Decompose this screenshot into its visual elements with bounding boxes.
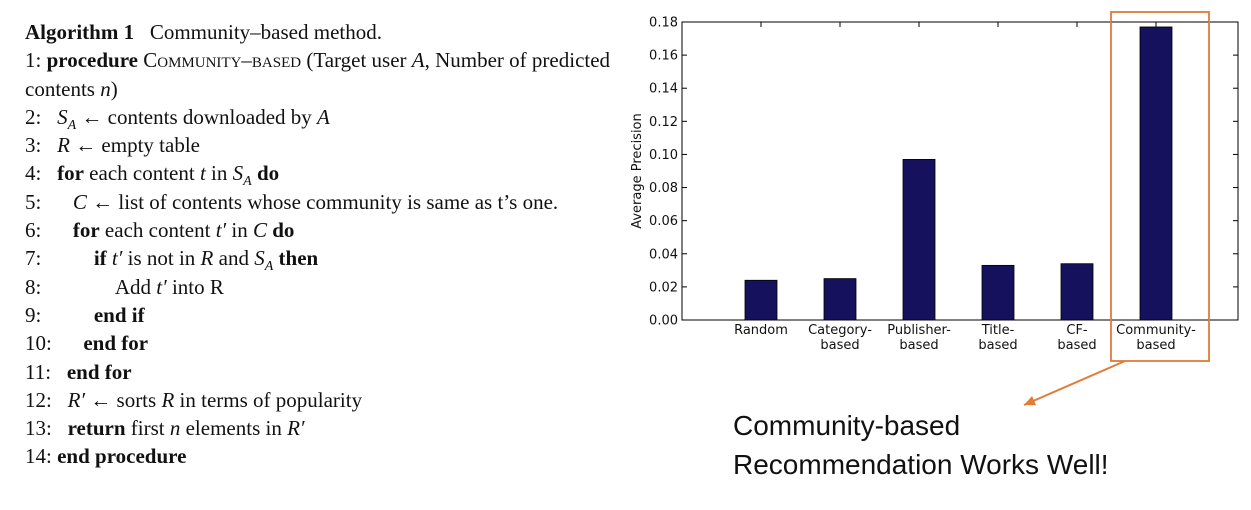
algo-line-7: 7: if t′ is not in R and SA then <box>25 246 319 275</box>
callout-arrow-head <box>1024 396 1037 406</box>
y-tick-label: 0.08 <box>649 181 678 196</box>
y-tick-label: 0.04 <box>649 247 678 262</box>
algo-line-8: 8: Add t′ into R <box>25 273 625 301</box>
y-tick-label: 0.06 <box>649 214 678 229</box>
chart-bars <box>744 26 1173 321</box>
y-tick-label: 0.18 <box>649 16 678 31</box>
y-tick-label: 0.14 <box>649 82 678 97</box>
bar <box>1139 26 1173 321</box>
line-number: 1: <box>25 48 42 73</box>
highlight-box <box>1110 11 1210 362</box>
y-tick-label: 0.16 <box>649 49 678 64</box>
y-tick-label: 0.00 <box>649 314 678 329</box>
bar <box>981 264 1015 321</box>
chart-axes <box>681 21 1239 321</box>
x-tick-label: Community-based <box>1116 323 1196 353</box>
algo-line-5: 5: C ← list of contents whose community … <box>25 188 625 216</box>
algo-line-11: 11: end for <box>25 358 625 386</box>
algorithm-label: Algorithm 1 <box>25 20 135 44</box>
callout-line-1: Community-based <box>733 410 961 441</box>
algo-line-6: 6: for each content t′ in C do <box>25 216 625 244</box>
line-number: 2: <box>25 104 42 129</box>
callout-line-2: Recommendation Works Well! <box>733 449 1109 480</box>
line-number: 11: <box>25 359 52 384</box>
algo-line-14: 14: end procedure <box>25 442 625 470</box>
bar <box>1060 263 1094 321</box>
algo-line-13: 13: return first n elements in R′ <box>25 414 625 442</box>
algo-line-3: 3: R ← empty table <box>25 131 625 159</box>
algo-line-4: 4: for each content t in SA do <box>25 161 280 190</box>
y-tick-label: 0.10 <box>649 148 678 163</box>
line-number: 9: <box>25 302 42 327</box>
algo-line-1: 1: procedure Community–based (Target use… <box>25 48 611 101</box>
line-number: 3: <box>25 133 42 158</box>
bar <box>744 279 778 321</box>
algo-line-9: 9: end if <box>25 301 625 329</box>
x-tick-label: Publisher-based <box>887 323 951 353</box>
bar <box>823 278 857 321</box>
callout-text: Community-based Recommendation Works Wel… <box>733 406 1109 484</box>
average-precision-bar-chart: 0.00 0.02 0.04 0.06 0.08 0.10 0.12 0.14 0.16 0.18… <box>630 11 1239 406</box>
x-tick-label: Random <box>734 323 788 338</box>
line-number: 8: <box>25 274 42 299</box>
algo-line-2: 2: SA ← contents downloaded by A <box>25 104 330 134</box>
line-number: 5: <box>25 189 42 214</box>
y-tick-label: 0.02 <box>649 280 678 295</box>
algorithm-block: Algorithm 1 Community–based method. 1: p… <box>25 18 625 471</box>
algo-line-10: 10: end for <box>25 329 625 357</box>
algorithm-caption: Community–based method. <box>149 20 382 44</box>
x-tick-label: Category-based <box>808 323 872 353</box>
chart-labels: 0.00 0.02 0.04 0.06 0.08 0.10 0.12 0.14 0.16 0.18… <box>630 16 1196 354</box>
y-axis-label: Average Precision <box>630 113 645 229</box>
y-tick-label: 0.12 <box>649 115 678 130</box>
x-tick-label: CF-based <box>1057 323 1096 353</box>
bar <box>902 159 936 321</box>
line-number: 14: <box>25 444 52 469</box>
algorithm-title: Algorithm 1 Community–based method. <box>25 18 625 46</box>
line-number: 6: <box>25 218 42 243</box>
line-number: 12: <box>25 387 52 412</box>
algo-line-12: 12: R′ ← sorts R in terms of popularity <box>25 386 625 414</box>
line-number: 10: <box>25 331 52 356</box>
line-number: 7: <box>25 246 42 271</box>
chart-highlight <box>1023 11 1210 406</box>
plot-frame <box>681 21 1239 321</box>
line-number: 4: <box>25 161 42 186</box>
callout-arrow-line <box>1023 360 1126 406</box>
x-tick-label: Title-based <box>978 323 1017 353</box>
line-number: 13: <box>25 416 52 441</box>
